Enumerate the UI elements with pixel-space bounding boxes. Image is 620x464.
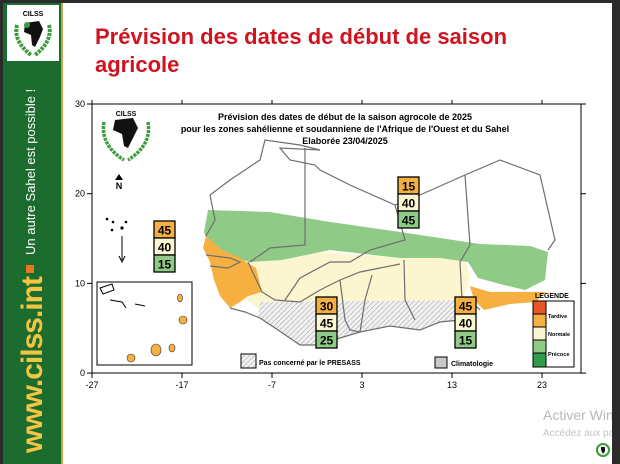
probability-box-south-center: 30 45 25 — [315, 296, 338, 349]
x-tick-label: -17 — [175, 380, 188, 390]
prob-value-tardive: 30 — [320, 300, 334, 314]
svg-text:CILSS: CILSS — [116, 111, 137, 118]
legend-tardive: Tardive — [548, 314, 567, 320]
prob-value-tardive: 15 — [402, 180, 416, 194]
small-cilss-logo — [596, 443, 610, 457]
prob-value-precoce: 45 — [402, 214, 416, 228]
prob-value-normale: 40 — [402, 197, 416, 211]
x-tick-label: 23 — [537, 380, 547, 390]
svg-text:LEGENDE: LEGENDE — [535, 293, 569, 300]
svg-text:N: N — [116, 181, 123, 191]
y-tick-label: 10 — [75, 278, 85, 288]
y-tick-label: 0 — [80, 368, 85, 378]
prob-value-tardive: 45 — [459, 300, 473, 314]
probability-box-south-east: 45 40 15 — [454, 296, 477, 349]
cape-verde-inset — [96, 281, 193, 366]
zone-tardive-east — [470, 286, 546, 310]
zone-not-concerned — [258, 300, 470, 345]
y-tick-label: 20 — [75, 189, 85, 199]
forecast-map: Prévision des dates de début de la saiso… — [75, 99, 586, 390]
slide-title: Prévision des dates de début de saison a… — [95, 24, 508, 77]
probability-box-north-east: 15 40 45 — [397, 176, 420, 229]
prob-value-normale: 40 — [459, 317, 473, 331]
cape-verde-islands — [105, 217, 128, 232]
svg-text:CILSS: CILSS — [23, 11, 44, 18]
slide: CILSS Un autre Sahel est possible ! www.… — [3, 3, 612, 464]
zone-normale — [245, 252, 470, 312]
map-title-line-2: pour les zones sahélienne et soudanniene… — [181, 124, 509, 134]
map-title-line-3: Elaborée 23/04/2025 — [302, 136, 388, 146]
probability-box-west: 45 40 15 — [153, 220, 176, 273]
prob-value-precoce: 15 — [158, 258, 172, 272]
y-tick-label: 30 — [75, 99, 85, 109]
windows-activation-title: Activer Windows — [543, 407, 612, 423]
x-tick-label: 13 — [447, 380, 457, 390]
climatology-label: Climatologie — [451, 361, 493, 368]
legend-precoce: Précoce — [548, 352, 569, 358]
north-arrow-icon: N — [115, 174, 123, 191]
prob-cell-precoce — [153, 254, 176, 273]
prob-cell-precoce — [397, 210, 420, 229]
prob-cell-precoce — [454, 330, 477, 349]
legend-normale: Normale — [548, 332, 570, 338]
prob-value-tardive: 45 — [158, 224, 172, 238]
x-tick-label: 3 — [359, 380, 364, 390]
prob-value-precoce: 25 — [320, 334, 334, 348]
arrow-down-icon — [118, 236, 126, 264]
cilss-side-band: CILSS Un autre Sahel est possible ! www.… — [3, 3, 63, 464]
map-title-line-1: Prévision des dates de début de la saiso… — [218, 112, 472, 122]
prob-value-normale: 45 — [320, 317, 334, 331]
zone-precoce — [204, 210, 548, 290]
windows-activation-subtitle: Accédez aux paramètres pour activer Wind… — [543, 428, 612, 439]
prob-value-normale: 40 — [158, 241, 172, 255]
prob-cell-precoce — [315, 330, 338, 349]
prob-value-precoce: 15 — [459, 334, 473, 348]
cilss-logo: CILSS — [7, 5, 59, 61]
climatology-swatch — [434, 356, 448, 369]
orange-square — [26, 265, 34, 273]
legend: LEGENDE Tardive Normale Précoce — [532, 293, 575, 368]
x-tick-label: -7 — [268, 380, 276, 390]
map-cilss-logo: CILSS — [101, 111, 151, 162]
not-concerned-swatch — [240, 353, 257, 369]
zone-tardive-west — [203, 236, 262, 308]
not-concerned-label: Pas concerné par le PRESASS — [259, 360, 361, 367]
x-tick-label: -27 — [85, 380, 98, 390]
